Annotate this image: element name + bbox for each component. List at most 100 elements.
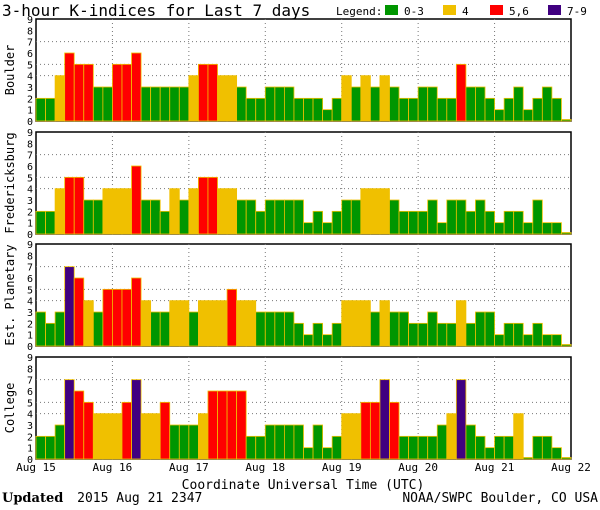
k-bar bbox=[541, 334, 553, 347]
k-bar bbox=[312, 97, 324, 122]
k-bar bbox=[331, 97, 343, 122]
y-tick-label: 0 bbox=[27, 117, 33, 128]
k-bar bbox=[236, 86, 247, 122]
y-tick-label: 1 bbox=[27, 444, 33, 455]
y-tick-label: 8 bbox=[27, 251, 33, 262]
panel-label: Est. Planetary bbox=[3, 244, 17, 345]
k-bar bbox=[379, 379, 390, 460]
k-bar bbox=[245, 97, 257, 122]
y-tick-label: 1 bbox=[27, 331, 33, 342]
k-bar bbox=[83, 401, 94, 460]
k-bar bbox=[45, 435, 56, 460]
k-bar bbox=[541, 86, 553, 122]
k-bar bbox=[35, 210, 46, 235]
k-bar bbox=[379, 300, 390, 347]
legend-swatch-4 bbox=[443, 5, 456, 15]
k-bar bbox=[198, 300, 209, 347]
k-bar bbox=[226, 390, 238, 460]
k-bar bbox=[561, 344, 572, 347]
k-bar bbox=[503, 210, 515, 235]
source-credit: NOAA/SWPC Boulder, CO USA bbox=[402, 491, 598, 506]
k-bar bbox=[389, 86, 400, 122]
k-bar bbox=[92, 86, 104, 122]
x-tick-label: Aug 19 bbox=[322, 461, 362, 474]
k-bar bbox=[178, 86, 190, 122]
k-bar bbox=[369, 401, 381, 460]
y-tick-label: 7 bbox=[27, 263, 33, 274]
k-bar bbox=[112, 413, 123, 460]
y-tick-label: 0 bbox=[27, 342, 33, 353]
k-bar bbox=[322, 222, 333, 235]
k-bar bbox=[178, 199, 190, 235]
k-bar bbox=[360, 401, 371, 460]
k-bar bbox=[427, 199, 438, 235]
k-bar bbox=[121, 188, 132, 235]
k-bar bbox=[198, 176, 209, 235]
k-bar bbox=[513, 210, 524, 235]
k-bar bbox=[54, 188, 66, 235]
k-bar bbox=[417, 322, 429, 347]
k-bar bbox=[131, 165, 142, 235]
k-bar bbox=[475, 86, 486, 122]
k-bar bbox=[293, 97, 304, 122]
k-bar bbox=[226, 75, 238, 122]
y-tick-label: 0 bbox=[27, 455, 33, 466]
k-bar bbox=[341, 75, 352, 122]
k-bar bbox=[427, 86, 438, 122]
k-bar bbox=[35, 311, 46, 347]
k-bar bbox=[102, 86, 113, 122]
k-bar bbox=[274, 199, 285, 235]
k-bar bbox=[35, 97, 46, 122]
k-bar bbox=[494, 334, 505, 347]
k-bar bbox=[35, 435, 46, 460]
k-bar bbox=[522, 222, 534, 235]
k-bar bbox=[264, 199, 276, 235]
k-bar bbox=[169, 188, 180, 235]
k-bar bbox=[92, 199, 104, 235]
k-bar bbox=[522, 457, 534, 460]
k-bar bbox=[465, 424, 476, 460]
k-bar bbox=[455, 379, 467, 460]
k-bar bbox=[360, 75, 371, 122]
y-tick-label: 7 bbox=[27, 376, 33, 387]
k-bar bbox=[446, 413, 457, 460]
y-tick-label: 7 bbox=[27, 151, 33, 162]
k-bar bbox=[350, 300, 362, 347]
y-tick-label: 2 bbox=[27, 207, 33, 218]
k-bar bbox=[322, 109, 333, 122]
k-bar bbox=[369, 188, 381, 235]
k-bar bbox=[475, 199, 486, 235]
k-bar bbox=[561, 232, 572, 235]
k-bar bbox=[131, 379, 142, 460]
k-bar bbox=[264, 86, 276, 122]
k-bar bbox=[293, 199, 304, 235]
k-bar bbox=[350, 86, 362, 122]
k-bar bbox=[408, 97, 419, 122]
k-bar bbox=[427, 311, 438, 347]
y-tick-label: 2 bbox=[27, 432, 33, 443]
k-bar bbox=[140, 413, 152, 460]
k-bar bbox=[121, 401, 132, 460]
k-bar bbox=[541, 435, 553, 460]
k-bar bbox=[532, 322, 543, 347]
k-bar bbox=[398, 210, 409, 235]
k-bar bbox=[217, 390, 228, 460]
k-bar bbox=[561, 457, 572, 460]
panel-label: Fredericksburg bbox=[3, 132, 17, 233]
k-bar bbox=[131, 277, 142, 347]
k-bar bbox=[484, 447, 495, 460]
x-axis-label: Coordinate Universal Time (UTC) bbox=[182, 478, 425, 493]
k-bar bbox=[92, 413, 104, 460]
k-bar bbox=[436, 222, 448, 235]
k-bar bbox=[73, 390, 85, 460]
y-tick-label: 4 bbox=[27, 410, 33, 421]
y-tick-label: 9 bbox=[27, 353, 33, 364]
k-bar bbox=[274, 311, 285, 347]
k-bar bbox=[513, 86, 524, 122]
k-bar bbox=[54, 424, 66, 460]
k-bar bbox=[446, 199, 457, 235]
k-bar bbox=[303, 222, 314, 235]
